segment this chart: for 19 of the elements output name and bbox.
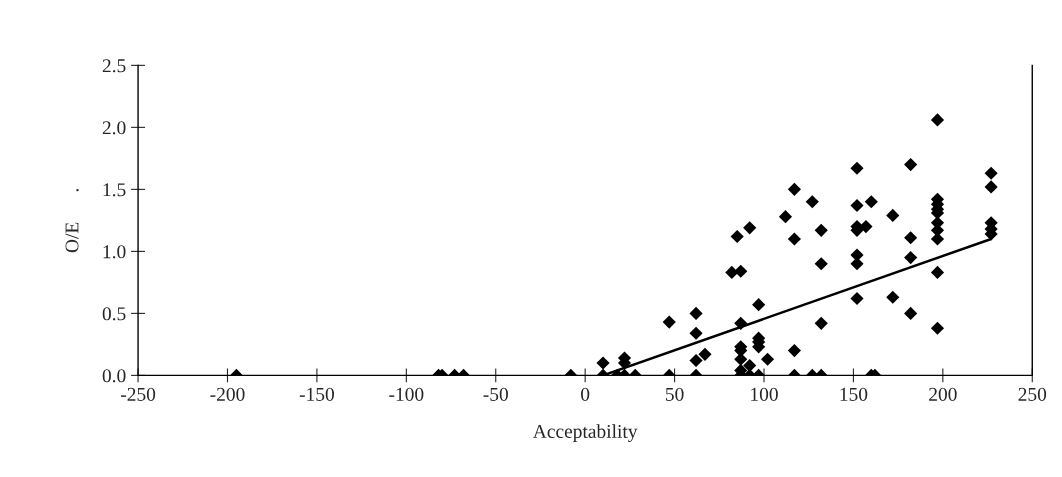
x-tick-label: 150 [840, 387, 868, 401]
x-tick-label: 100 [751, 387, 778, 401]
x-axis-title: Acceptability [532, 424, 638, 442]
x-tick-label: -100 [389, 387, 424, 401]
x-tick-label: 0 [581, 387, 590, 401]
x-tick-label: 200 [929, 387, 957, 401]
y-tick-label: 0.5 [102, 307, 126, 321]
y-tick-label: 1.5 [103, 183, 126, 197]
x-tick-label: -200 [210, 387, 245, 401]
y-tick-label: 1.0 [103, 245, 126, 259]
x-tick-label: -50 [483, 387, 508, 401]
x-tick-label: 250 [1018, 387, 1047, 401]
y-tick-label: 2.5 [102, 59, 126, 73]
y-tick-label: 2.0 [102, 121, 126, 135]
x-tick-label: -250 [120, 387, 156, 401]
y-tick-label: 0.0 [102, 369, 126, 383]
y-axis-title: O/E . [65, 188, 79, 253]
x-tick-label: 50 [665, 387, 684, 401]
x-tick-label: -150 [299, 387, 334, 401]
